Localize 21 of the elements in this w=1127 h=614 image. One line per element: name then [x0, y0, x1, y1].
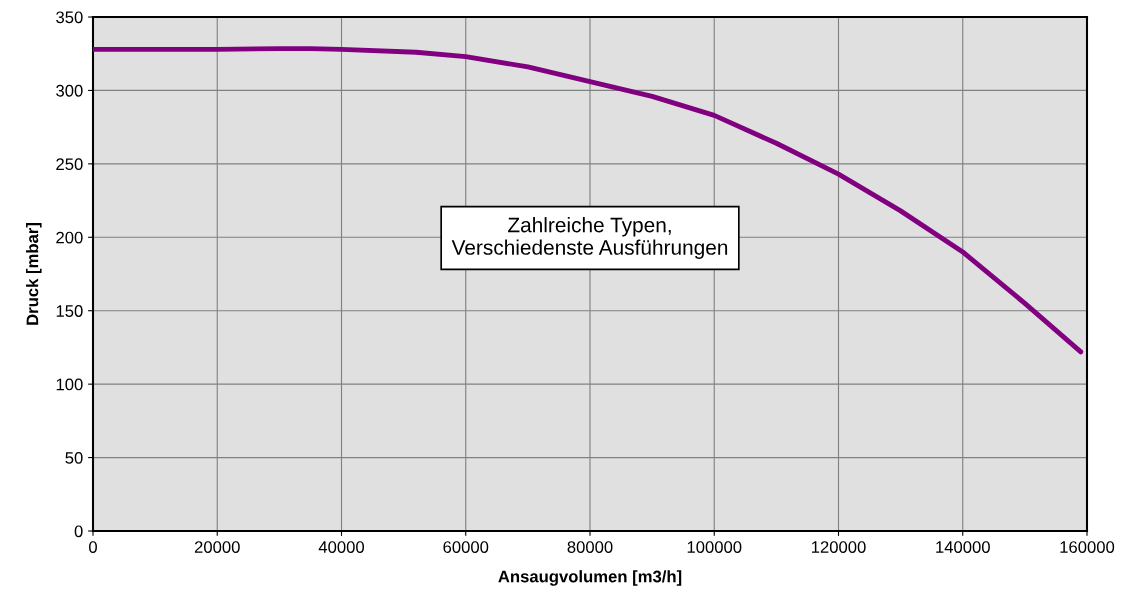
y-tick-label: 100 [56, 378, 83, 391]
x-tick-label: 60000 [443, 541, 489, 553]
y-tick-label: 350 [56, 11, 83, 24]
y-tick-label: 50 [65, 451, 83, 464]
x-tick-label: 100000 [687, 541, 742, 553]
y-tick-label: 150 [56, 305, 83, 317]
x-tick-label: 80000 [567, 541, 613, 553]
line-series [93, 46, 1084, 355]
x-tick-label: 20000 [194, 541, 240, 553]
y-tick-label: 0 [74, 525, 83, 538]
x-tick-label: 140000 [936, 541, 990, 553]
x-axis-title: Ansaugvolumen [m3/h] [498, 570, 682, 586]
x-tick-label: 40000 [318, 541, 365, 553]
y-tick-label: 200 [56, 231, 83, 244]
x-tick-label: 160000 [1060, 541, 1115, 553]
y-axis-title: Druck [mbar] [26, 223, 42, 325]
y-tick-label: 250 [56, 158, 83, 171]
annotation: Zahlreiche Typen, Verschiedenste Ausführungen [451, 217, 728, 259]
x-tick-label: 120000 [811, 541, 866, 553]
y-tick-label: 300 [56, 84, 83, 97]
x-tick-label: 0 [89, 541, 97, 553]
